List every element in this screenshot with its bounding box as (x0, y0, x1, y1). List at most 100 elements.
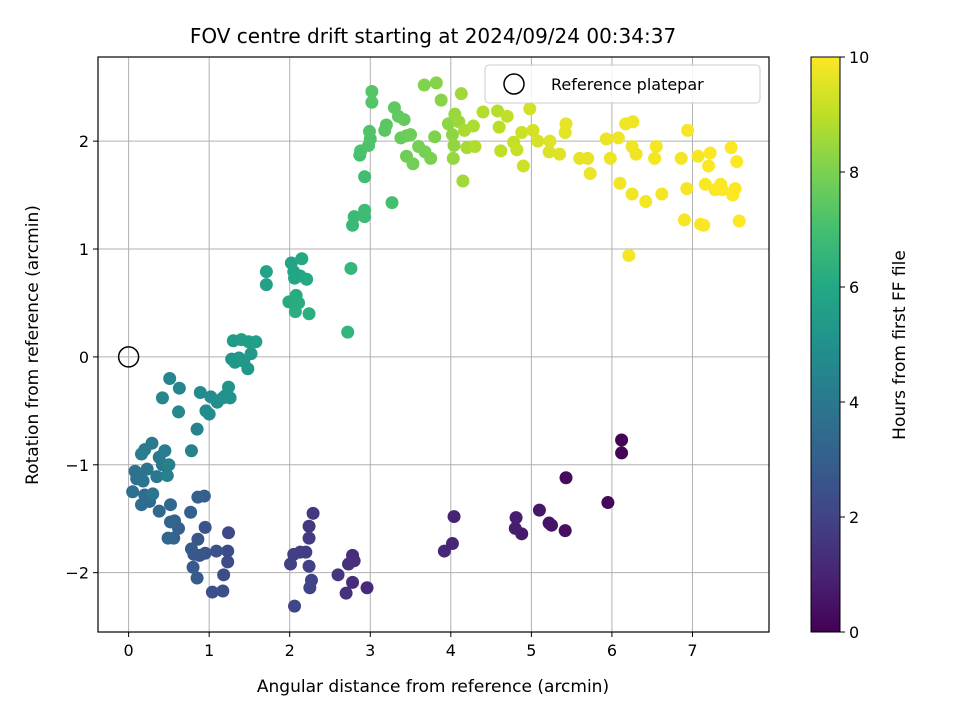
y-tick-label: 0 (79, 348, 89, 367)
scatter-point (581, 151, 595, 165)
scatter-point (531, 134, 545, 148)
colorbar-tick-label: 10 (849, 48, 869, 67)
scatter-point (500, 109, 514, 123)
x-axis-ticks: 0 1 2 3 4 5 6 7 (124, 632, 698, 660)
scatter-point (190, 571, 204, 585)
y-axis-label: Rotation from reference (arcmin) (23, 205, 43, 485)
scatter-point (697, 218, 711, 232)
colorbar: 0 2 4 6 8 10 Hours from first FF file (810, 48, 910, 642)
scatter-point (648, 151, 662, 165)
scatter-point (191, 532, 205, 546)
colorbar-tick-label: 6 (849, 278, 859, 297)
scatter-point (295, 252, 309, 266)
scatter-point (681, 123, 695, 137)
scatter-point (184, 444, 198, 458)
scatter-point (216, 584, 230, 598)
scatter-point (221, 555, 235, 569)
scatter-point (346, 575, 360, 589)
scatter-point (724, 141, 738, 155)
scatter-point (172, 405, 186, 419)
scatter-point (691, 149, 705, 163)
scatter-point (417, 78, 431, 92)
scatter-point (728, 182, 742, 196)
scatter-point (134, 498, 148, 512)
scatter-point (331, 568, 345, 582)
scatter-point (306, 506, 320, 520)
scatter-point (434, 93, 448, 107)
scatter-point (136, 474, 150, 488)
x-tick-label: 1 (204, 641, 214, 660)
y-tick-label: −1 (65, 456, 89, 475)
scatter-point (613, 176, 627, 190)
scatter-point (655, 187, 669, 201)
scatter-point (365, 95, 379, 109)
scatter-point (456, 174, 470, 188)
scatter-point (184, 542, 198, 556)
scatter-point (437, 544, 451, 558)
scatter-point (494, 144, 508, 158)
x-tick-label: 2 (285, 641, 295, 660)
scatter-point (466, 119, 480, 133)
colorbar-tick-label: 4 (849, 393, 859, 412)
scatter-point (447, 138, 461, 152)
scatter-point (583, 167, 597, 181)
scatter-point (476, 105, 490, 119)
reference-platepar-marker (117, 346, 140, 368)
scatter-point (491, 104, 505, 118)
scatter-point (445, 128, 459, 142)
scatter-point (553, 147, 567, 161)
scatter-point (358, 170, 372, 184)
scatter-point (160, 469, 174, 483)
scatter-point (454, 87, 468, 101)
colorbar-gradient (810, 56, 841, 633)
scatter-point (680, 182, 694, 196)
scatter-point (288, 305, 302, 319)
scatter-point (146, 487, 160, 501)
colorbar-tick-label: 8 (849, 163, 859, 182)
scatter-point (385, 196, 399, 210)
scatter-point (625, 187, 639, 201)
x-tick-label: 3 (365, 641, 375, 660)
scatter-point (404, 128, 418, 142)
scatter-point (492, 120, 506, 134)
scatter-point (542, 516, 556, 530)
x-tick-label: 6 (607, 641, 617, 660)
scatter-point (126, 485, 140, 499)
scatter-point (191, 490, 205, 504)
legend-marker-icon (503, 73, 525, 95)
scatter-point (558, 524, 572, 538)
y-tick-label: 2 (79, 132, 89, 151)
scatter-point (205, 585, 219, 599)
legend-entry-reference-platepar: Reference platepar (551, 75, 704, 94)
scatter-point (468, 140, 482, 154)
plot-frame (97, 56, 770, 633)
scatter-point (249, 335, 263, 349)
grid-lines (98, 57, 769, 632)
scatter-point (259, 265, 273, 279)
scatter-point (288, 599, 302, 613)
colorbar-label: Hours from first FF file (890, 250, 910, 440)
y-tick-label: −2 (65, 564, 89, 583)
scatter-point (360, 581, 374, 595)
scatter-point (339, 586, 353, 600)
scatter-point (730, 155, 744, 169)
scatter-point (629, 147, 643, 161)
scatter-point (674, 151, 688, 165)
scatter-point (603, 151, 617, 165)
scatter-point (715, 183, 729, 197)
scatter-point (190, 422, 204, 436)
scatter-point (202, 407, 216, 421)
scatter-point (186, 560, 200, 574)
scatter-point (447, 510, 461, 524)
scatter-point (441, 117, 455, 131)
scatter-point (134, 447, 148, 461)
scatter-point (241, 362, 255, 376)
scatter-point (397, 113, 411, 127)
scatter-point (344, 261, 358, 275)
scatter-point (615, 446, 629, 460)
scatter-point (523, 102, 537, 116)
y-axis-ticks: −2 −1 0 1 2 (65, 132, 98, 583)
scatter-point (358, 203, 372, 217)
scatter-point (347, 210, 361, 224)
scatter-point (543, 134, 557, 148)
